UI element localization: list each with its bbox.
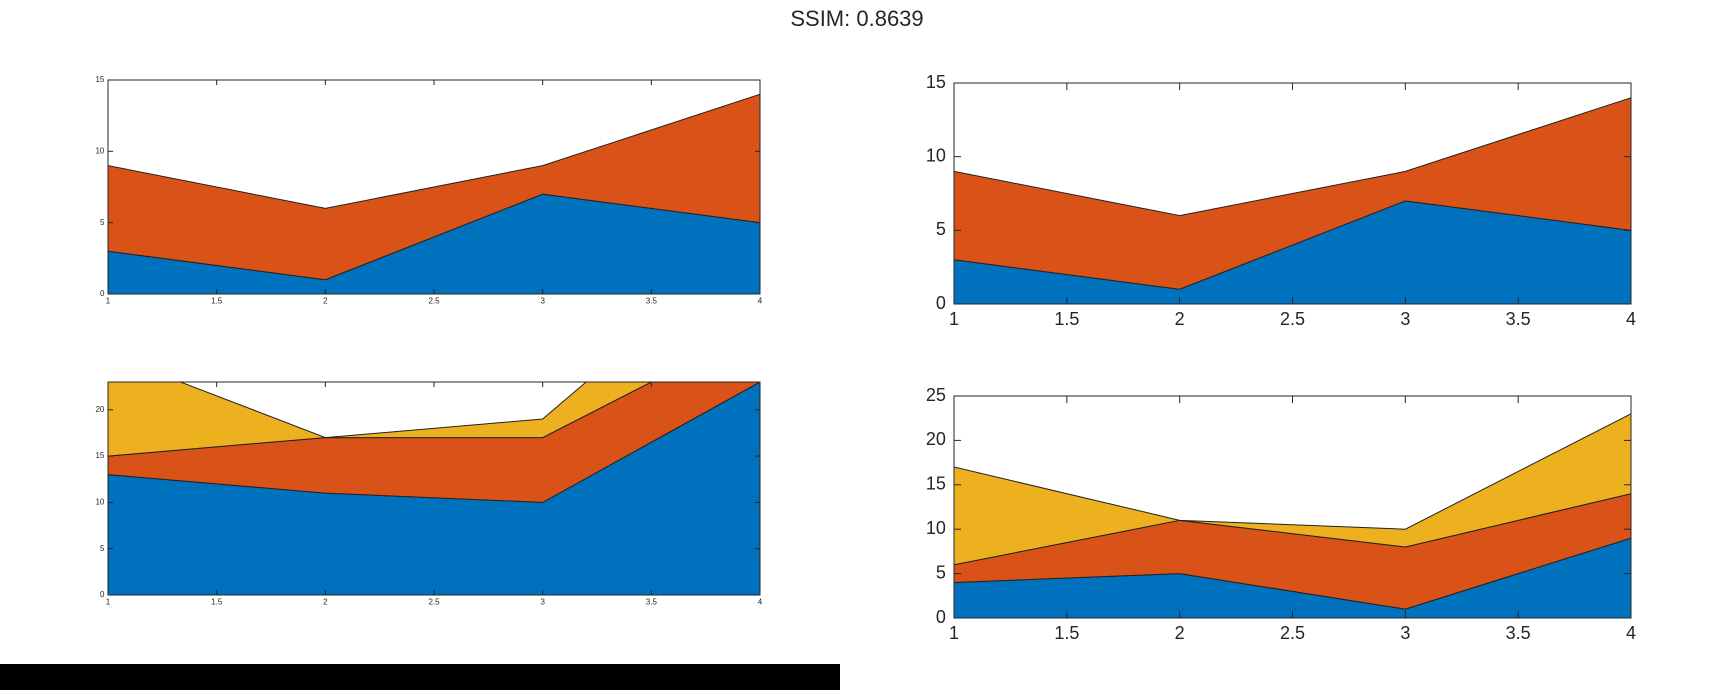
x-tick-label: 1.5 [211, 597, 223, 606]
black-bar [0, 664, 840, 690]
area [108, 382, 653, 457]
x-tick-label: 3.5 [646, 296, 658, 305]
x-tick-label: 2.5 [428, 296, 440, 305]
y-tick-label: 5 [100, 218, 105, 227]
x-tick-label: 1 [949, 309, 959, 329]
y-tick-label: 0 [936, 607, 946, 627]
x-tick-label: 3 [540, 296, 545, 305]
y-tick-label: 10 [926, 518, 946, 538]
x-tick-label: 3.5 [646, 597, 658, 606]
x-tick-label: 1.5 [211, 296, 223, 305]
x-tick-label: 3 [540, 597, 545, 606]
x-tick-label: 2.5 [428, 597, 440, 606]
y-tick-label: 25 [926, 385, 946, 405]
x-tick-label: 2 [1175, 623, 1185, 643]
x-tick-label: 4 [758, 296, 763, 305]
y-tick-label: 0 [100, 289, 105, 298]
x-tick-label: 3.5 [1506, 623, 1531, 643]
x-tick-label: 2.5 [1280, 309, 1305, 329]
y-tick-label: 20 [926, 429, 946, 449]
y-tick-label: 0 [936, 293, 946, 313]
y-tick-label: 5 [100, 544, 105, 553]
x-tick-label: 4 [1626, 309, 1636, 329]
x-tick-label: 1.5 [1054, 623, 1079, 643]
x-tick-label: 1.5 [1054, 309, 1079, 329]
x-tick-label: 1 [106, 296, 111, 305]
axes: 1 1.5 2 2.5 3 3.5 4 0 5 10 15 20 [95, 381, 763, 606]
y-tick-label: 5 [936, 562, 946, 582]
y-tick-label: 10 [95, 498, 104, 507]
y-tick-label: 15 [95, 451, 104, 460]
y-tick-label: 15 [926, 474, 946, 494]
area [954, 413, 1631, 566]
y-tick-label: 15 [926, 72, 946, 92]
x-tick-label: 1 [949, 623, 959, 643]
y-tick-label: 15 [95, 75, 104, 84]
x-tick-label: 1 [106, 597, 111, 606]
y-tick-label: 10 [95, 146, 104, 155]
y-tick-label: 10 [926, 145, 946, 165]
axes: 1 1.5 2 2.5 3 3.5 4 0 5 10 15 [926, 72, 1636, 329]
axes: 1 1.5 2 2.5 3 3.5 4 0 5 10 15 20 25 [926, 385, 1636, 643]
x-tick-label: 4 [1626, 623, 1636, 643]
x-tick-label: 3 [1400, 309, 1410, 329]
x-tick-label: 3.5 [1506, 309, 1531, 329]
axes: 1 1.5 2 2.5 3 3.5 4 0 5 10 15 [95, 75, 762, 305]
x-tick-label: 2 [323, 597, 328, 606]
x-tick-label: 2 [1175, 309, 1185, 329]
area [954, 97, 1631, 290]
x-tick-label: 2.5 [1280, 623, 1305, 643]
x-tick-label: 4 [758, 597, 763, 606]
figure-title: SSIM: 0.8639 [790, 6, 923, 31]
y-tick-label: 20 [95, 405, 104, 414]
x-tick-label: 2 [323, 296, 328, 305]
y-tick-label: 0 [100, 590, 105, 599]
area [108, 93, 760, 281]
y-tick-label: 5 [936, 219, 946, 239]
x-tick-label: 3 [1400, 623, 1410, 643]
